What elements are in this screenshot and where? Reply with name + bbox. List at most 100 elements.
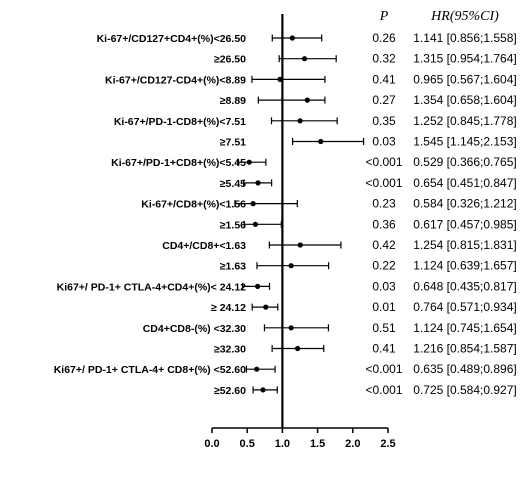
hr-ci-value: 1.315 [0.954;1.764]: [413, 52, 516, 66]
p-value: 0.51: [372, 321, 396, 335]
rows-layer: Ki-67+/CD127+CD4+(%)<26.50 0.26 1.141 [0.8…: [54, 14, 517, 428]
row-label: ≥8.89: [220, 95, 246, 107]
hr-point: [255, 180, 261, 186]
hr-ci-value: 1.545 [1.145;2.153]: [413, 135, 516, 149]
forest-row: ≥8.89 0.27 1.354 [0.658;1.604]: [220, 93, 517, 107]
x-tick-label: 0.5: [240, 438, 255, 450]
row-label: Ki-67+/CD127+CD4+(%)<26.50: [97, 33, 247, 45]
forest-row: Ki67+/ PD-1+ CTLA-4+CD4+(%)< 24.12 0.03 0.…: [57, 279, 517, 293]
hr-point: [252, 221, 259, 227]
p-value: <0.001: [365, 383, 402, 397]
forest-row: CD4+/CD8+<1.63 0.42 1.254 [0.815;1.831]: [162, 238, 516, 252]
hr-point: [297, 242, 303, 248]
hr-point: [250, 201, 256, 207]
hr-ci-value: 0.584 [0.326;1.212]: [413, 197, 516, 211]
p-value: <0.001: [365, 155, 402, 169]
p-value: 0.26: [372, 31, 396, 45]
hr-ci-value: 1.254 [0.815;1.831]: [413, 238, 516, 252]
hr-point: [255, 283, 261, 289]
p-value: 0.41: [372, 72, 396, 86]
forest-row: Ki-67+/CD127+CD4+(%)<26.50 0.26 1.141 [0.8…: [97, 31, 517, 45]
hr-ci-value: 1.124 [0.745;1.654]: [413, 321, 516, 335]
p-value: 0.35: [372, 114, 396, 128]
header-hr-ci: HR(95%CI): [430, 9, 499, 24]
row-label: Ki67+/ PD-1+ CTLA-4+ CD8+(%) <52.60: [54, 364, 246, 376]
forest-row: Ki-67+/CD127-CD4+(%)<8.89 0.41 0.965 [0.56…: [105, 72, 517, 86]
x-tick-label: 1.0: [275, 438, 290, 450]
row-label: ≥5.45: [220, 178, 246, 190]
row-label: ≥7.51: [220, 137, 246, 149]
hr-point: [277, 76, 283, 82]
x-axis: 0.0 0.5 1.0 1.5 2.0 2.5: [204, 427, 396, 450]
hr-ci-value: 0.617 [0.457;0.985]: [413, 217, 516, 231]
p-value: 0.03: [372, 279, 396, 293]
hr-ci-value: 1.141 [0.856;1.558]: [413, 31, 516, 45]
header-p: P: [379, 9, 389, 24]
hr-point: [288, 325, 294, 331]
hr-ci-value: 1.124 [0.639;1.657]: [413, 259, 516, 273]
hr-ci-value: 0.764 [0.571;0.934]: [413, 300, 516, 314]
hr-point: [304, 97, 310, 103]
p-value: 0.32: [372, 52, 396, 66]
hr-point: [260, 387, 266, 393]
p-value: 0.22: [372, 259, 396, 273]
p-value: 0.36: [372, 217, 396, 231]
row-label: CD4+CD8-(%) <32.30: [143, 323, 246, 335]
hr-ci-value: 0.965 [0.567;1.604]: [413, 72, 516, 86]
row-label: Ki-67+/CD127-CD4+(%)<8.89: [105, 74, 246, 86]
forest-row: ≥5.45 <0.001 0.654 [0.451;0.847]: [220, 176, 517, 190]
p-value: <0.001: [365, 362, 402, 376]
hr-point: [297, 118, 303, 124]
forest-row: ≥26.50 0.32 1.315 [0.954;1.764]: [214, 52, 517, 66]
hr-point: [301, 56, 308, 62]
forest-row: ≥32.30 0.41 1.216 [0.854;1.587]: [214, 342, 517, 356]
p-value: 0.01: [372, 300, 396, 314]
row-label: ≥26.50: [214, 54, 246, 66]
row-label: Ki67+/ PD-1+ CTLA-4+CD4+(%)< 24.12: [57, 281, 247, 293]
forest-row: Ki-67+/PD-1+CD8+(%)<5.45 <0.001 0.529 [0.3…: [111, 155, 517, 169]
hr-ci-value: 1.216 [0.854;1.587]: [413, 342, 516, 356]
forest-row: Ki67+/ PD-1+ CTLA-4+ CD8+(%) <52.60 <0.00…: [54, 362, 517, 376]
p-value: 0.41: [372, 342, 396, 356]
row-label: ≥1.63: [220, 261, 246, 273]
hr-ci-value: 1.354 [0.658;1.604]: [413, 93, 516, 107]
hr-point: [246, 159, 252, 165]
forest-row: Ki-67+/CD8+(%)<1.56 0.23 0.584 [0.326;1.21…: [141, 197, 516, 211]
forest-row: Ki-67+/PD-1-CD8+(%)<7.51 0.35 1.252 [0.845…: [114, 114, 517, 128]
row-label: Ki-67+/PD-1-CD8+(%)<7.51: [114, 116, 246, 128]
hr-ci-value: 0.635 [0.489;0.896]: [413, 362, 516, 376]
hr-ci-value: 0.529 [0.366;0.765]: [413, 155, 516, 169]
row-label: CD4+/CD8+<1.63: [162, 240, 246, 252]
p-value: <0.001: [365, 176, 402, 190]
p-value: 0.23: [372, 197, 396, 211]
forest-row: ≥ 24.12 0.01 0.764 [0.571;0.934]: [211, 300, 517, 314]
hr-ci-value: 0.648 [0.435;0.817]: [413, 279, 516, 293]
row-label: Ki-67+/PD-1+CD8+(%)<5.45: [111, 157, 246, 169]
x-tick-label: 2.5: [380, 438, 395, 450]
hr-point: [254, 366, 260, 372]
row-label: ≥52.60: [214, 385, 246, 397]
p-value: 0.42: [372, 238, 396, 252]
x-tick-label: 2.0: [345, 438, 360, 450]
hr-ci-value: 0.725 [0.584;0.927]: [413, 383, 516, 397]
x-tick-label: 1.5: [310, 438, 325, 450]
hr-point: [263, 304, 269, 310]
hr-ci-value: 1.252 [0.845;1.778]: [413, 114, 516, 128]
forest-row: ≥52.60 <0.001 0.725 [0.584;0.927]: [214, 383, 517, 397]
forest-row: ≥1.56 0.36 0.617 [0.457;0.985]: [220, 217, 517, 231]
row-label: ≥32.30: [214, 344, 246, 356]
row-label: Ki-67+/CD8+(%)<1.56: [141, 199, 246, 211]
hr-point: [288, 263, 294, 269]
forest-row: ≥7.51 0.03 1.545 [1.145;2.153]: [220, 135, 517, 149]
hr-point: [295, 345, 301, 352]
forest-row: CD4+CD8-(%) <32.30 0.51 1.124 [0.745;1.654…: [143, 321, 517, 335]
x-tick-label: 0.0: [204, 438, 219, 450]
p-value: 0.03: [372, 135, 396, 149]
hr-point: [318, 138, 324, 145]
row-label: ≥1.56: [220, 219, 246, 231]
row-label: ≥ 24.12: [211, 302, 246, 314]
hr-point: [289, 35, 295, 41]
p-value: 0.27: [372, 93, 396, 107]
hr-ci-value: 0.654 [0.451;0.847]: [413, 176, 516, 190]
